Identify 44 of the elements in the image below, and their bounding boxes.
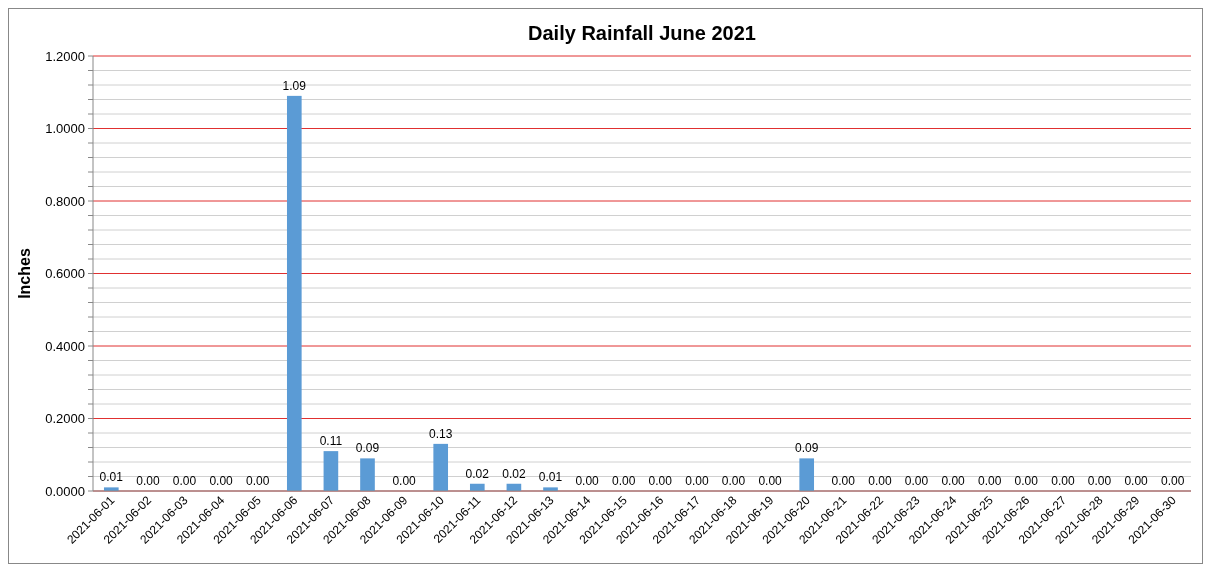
data-label: 0.00 xyxy=(1014,474,1039,488)
data-label: 0.00 xyxy=(172,474,197,488)
bar xyxy=(286,95,302,491)
y-axis-title: Inches xyxy=(16,248,33,299)
data-label: 0.00 xyxy=(392,474,417,488)
bar xyxy=(799,458,815,491)
data-label: 0.00 xyxy=(904,474,929,488)
y-tick-label: 1.0000 xyxy=(45,121,85,137)
data-label: 1.09 xyxy=(282,78,307,93)
bar xyxy=(433,443,449,491)
bar xyxy=(360,458,375,491)
y-tick-label: 0.8000 xyxy=(45,193,85,209)
data-label: 0.11 xyxy=(319,434,343,449)
data-label: 0.09 xyxy=(795,441,819,456)
data-label: 0.00 xyxy=(648,474,673,488)
bar xyxy=(323,451,339,491)
y-tick-label: 0.0000 xyxy=(45,483,85,499)
y-tick-label: 1.2000 xyxy=(45,48,85,64)
data-label: 0.13 xyxy=(429,426,453,441)
data-label: 0.00 xyxy=(136,474,160,488)
data-label: 0.00 xyxy=(1087,474,1112,488)
y-tick-label: 0.4000 xyxy=(45,338,85,354)
data-label: 0.00 xyxy=(978,474,1002,488)
data-label: 0.00 xyxy=(941,474,966,488)
data-label: 0.00 xyxy=(758,474,783,488)
data-label: 0.00 xyxy=(831,474,856,488)
data-label: 0.09 xyxy=(355,441,380,456)
data-label: 0.00 xyxy=(209,474,234,488)
data-label: 0.00 xyxy=(685,474,709,488)
data-label: 0.00 xyxy=(246,474,270,488)
data-label: 0.00 xyxy=(868,474,892,488)
data-label: 0.01 xyxy=(99,470,124,485)
data-label: 0.02 xyxy=(465,466,490,481)
data-label: 0.00 xyxy=(1161,474,1185,488)
chart-title: Daily Rainfall June 2021 xyxy=(528,22,756,44)
data-label: 0.00 xyxy=(575,474,600,488)
data-label: 0.02 xyxy=(502,466,526,481)
data-label: 0.00 xyxy=(612,474,636,488)
data-label: 0.00 xyxy=(1124,474,1149,488)
y-tick-label: 0.2000 xyxy=(45,411,85,427)
data-label: 0.01 xyxy=(538,470,563,485)
data-label: 0.00 xyxy=(1051,474,1075,488)
y-tick-label: 0.6000 xyxy=(45,266,85,282)
data-label: 0.00 xyxy=(721,474,746,488)
